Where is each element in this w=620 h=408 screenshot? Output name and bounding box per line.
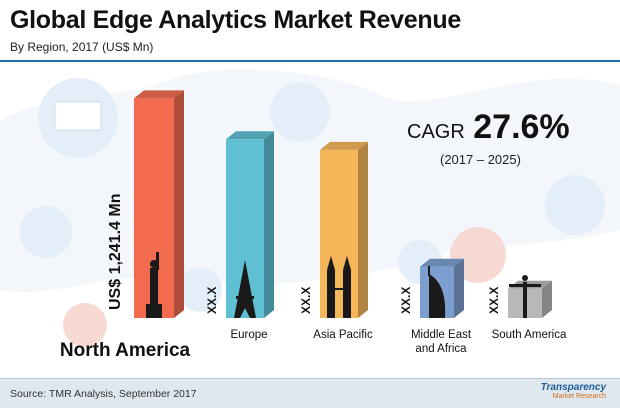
- christ-the-redeemer-icon: [509, 275, 541, 318]
- plane-icon-bg: [20, 206, 72, 258]
- category-label: Middle East: [411, 329, 472, 341]
- chart-title: Global Edge Analytics Market Revenue: [10, 6, 461, 34]
- bar-top: [420, 258, 464, 267]
- bar-value-label: US$ 1,241.4 Mn: [107, 194, 124, 311]
- statue-of-liberty-icon: [146, 252, 162, 318]
- bar-value-label: XX.X: [299, 287, 313, 314]
- category-label-box: [313, 325, 373, 343]
- bar-side: [542, 280, 552, 318]
- category-label: North America: [60, 340, 191, 361]
- category-labels: North America Europe Asia Pacific Middle Ea…: [60, 325, 571, 361]
- logo-subtext: Market Research: [552, 393, 606, 400]
- bar-value-label: XX.X: [205, 287, 219, 314]
- category-label: Europe: [230, 329, 267, 341]
- category-label-box: [402, 325, 480, 357]
- cagr-callout: CAGR 27.6%: [407, 108, 570, 147]
- bar-top: [226, 131, 274, 140]
- gear-icon-bg: [178, 268, 222, 312]
- bar-top: [134, 90, 184, 99]
- cagr-value: 27.6%: [473, 108, 570, 146]
- category-label: South America: [492, 329, 567, 341]
- bar-europe: XX.X: [205, 131, 274, 318]
- cagr-label: CAGR: [407, 121, 465, 143]
- bar-middle-east-and-africa: XX.X: [399, 258, 464, 318]
- bar-side: [264, 131, 274, 318]
- category-label-box: [219, 325, 279, 343]
- cloud-icon-bg: [270, 82, 330, 142]
- camera-icon-bg: [545, 175, 605, 235]
- bar-front: [320, 149, 358, 318]
- laptop-icon: [54, 101, 102, 131]
- category-label-box: [487, 325, 571, 343]
- bar-side: [358, 141, 368, 318]
- chart-subtitle: By Region, 2017 (US$ Mn): [10, 40, 154, 54]
- burj-al-arab-icon: [428, 266, 446, 318]
- bar-south-america: XX.X: [487, 275, 552, 318]
- bar-side: [454, 258, 464, 318]
- transparency-logo: Transparency Market Research: [541, 382, 606, 400]
- bar-chart: US$ 1,241.4 Mn XX.X XX.X XX.X XX.X North Amer…: [0, 69, 620, 361]
- bar-value-label: XX.X: [399, 287, 413, 314]
- source-note: Source: TMR Analysis, September 2017: [10, 388, 197, 400]
- chat-icon: [63, 303, 107, 347]
- bar-value-label: XX.X: [487, 287, 501, 314]
- eiffel-tower-icon: [234, 260, 256, 318]
- bar-top: [320, 141, 368, 150]
- logo-text: Transparency: [540, 382, 606, 393]
- bar-series: US$ 1,241.4 Mn XX.X XX.X XX.X XX.X North Amer…: [60, 90, 571, 361]
- bar-asia-pacific: XX.X: [299, 141, 368, 318]
- title-divider: [0, 60, 620, 62]
- petronas-towers-icon: [327, 256, 351, 318]
- cagr-period: (2017 – 2025): [440, 152, 521, 167]
- bar-side: [174, 90, 184, 318]
- category-label: and Africa: [415, 343, 467, 355]
- category-label: Asia Pacific: [313, 329, 373, 341]
- bar-north-america: US$ 1,241.4 Mn: [107, 90, 184, 318]
- footer-bar: Source: TMR Analysis, September 2017 Tra…: [0, 378, 620, 408]
